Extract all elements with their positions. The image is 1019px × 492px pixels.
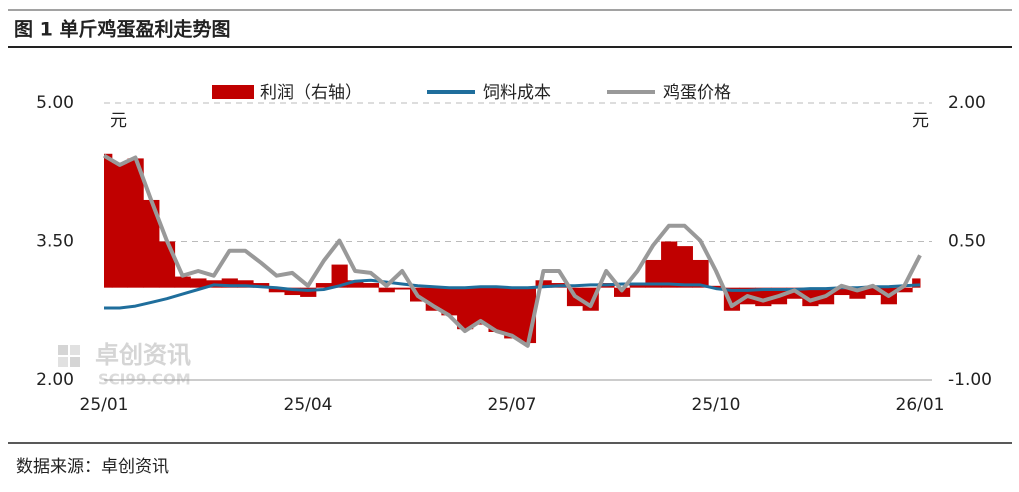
profit-bar	[143, 199, 160, 288]
profit-bar	[912, 278, 921, 288]
series-line	[102, 153, 922, 348]
profit-bar	[284, 287, 301, 296]
legend-label: 饲料成本	[483, 83, 551, 103]
x-tick-label: 25/10	[692, 395, 741, 415]
profit-bar	[692, 259, 709, 288]
profit-bar	[104, 153, 113, 288]
y-unit: 元	[110, 111, 127, 131]
watermark-icon	[58, 357, 68, 367]
profit-bar	[127, 158, 144, 288]
profit-bar	[378, 287, 395, 293]
source-note: 数据来源：卓创资讯	[16, 457, 169, 477]
y-tick-label: 5.00	[36, 93, 74, 113]
watermark: 卓创资讯 SCI99.COM	[58, 341, 191, 389]
profit-bar	[865, 287, 882, 296]
watermark-icon	[70, 345, 80, 355]
watermark-icon	[70, 357, 80, 367]
watermark-text: 卓创资讯	[95, 341, 191, 369]
y2-tick-label: 2.00	[948, 93, 986, 113]
profit-bar	[268, 287, 285, 293]
y2-tick-label: -1.00	[948, 370, 992, 390]
profit-bar	[645, 259, 662, 288]
profit-bar	[786, 287, 803, 299]
profit-bar	[833, 287, 850, 296]
profit-bar	[362, 283, 380, 288]
profit-bar	[174, 276, 191, 288]
legend-label: 利润（右轴）	[260, 83, 362, 103]
profit-bar	[457, 287, 474, 330]
series-line	[104, 278, 921, 310]
x-tick-label: 25/01	[80, 395, 129, 415]
profit-bar	[221, 278, 238, 288]
profit-bar	[629, 284, 646, 288]
profit-bar	[315, 283, 333, 288]
y-tick-label: 3.50	[36, 232, 74, 252]
x-tick-label: 25/04	[284, 395, 333, 415]
watermark-icon	[58, 345, 68, 355]
x-tick-label: 26/01	[896, 395, 945, 415]
x-tick-label: 25/07	[488, 395, 537, 415]
profit-bar	[300, 287, 317, 297]
profit-bar	[849, 287, 866, 299]
profit-bar	[504, 287, 521, 339]
profit-bar	[896, 287, 913, 293]
profit-bar	[802, 287, 819, 307]
y2-tick-label: 0.50	[948, 232, 986, 252]
legend-swatch	[212, 85, 254, 99]
profit-bar	[488, 287, 505, 332]
profit-bar	[237, 280, 254, 288]
profit-bar	[676, 246, 693, 288]
profit-bar	[347, 280, 364, 288]
profit-bar	[190, 278, 207, 288]
profit-bar	[661, 241, 678, 288]
figure-title: 图 1 单斤鸡蛋盈利走势图	[14, 18, 230, 41]
profit-bar	[158, 241, 176, 288]
y2-unit: 元	[912, 111, 929, 131]
legend-label: 鸡蛋价格	[663, 83, 731, 103]
profit-bar	[111, 163, 129, 288]
profit-bar	[441, 287, 458, 316]
profit-bar	[472, 287, 489, 325]
profit-bar	[394, 287, 411, 290]
profit-bar	[535, 280, 552, 288]
profit-bar	[331, 264, 348, 288]
profit-bar	[708, 285, 725, 288]
y-tick-label: 2.00	[36, 370, 74, 390]
